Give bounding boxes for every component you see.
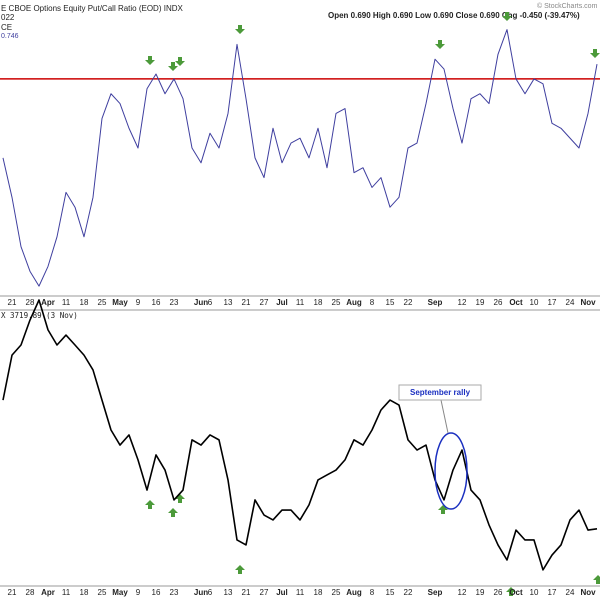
x-tick-label: 15: [386, 588, 395, 597]
x-tick-label: 16: [152, 298, 161, 307]
x-tick-label: 24: [566, 298, 575, 307]
legend-label: CE: [1, 23, 12, 32]
x-tick-label: 23: [170, 588, 179, 597]
x-tick-label: 22: [404, 298, 413, 307]
x-tick-label: Jun: [194, 588, 208, 597]
x-tick-label: Apr: [41, 588, 55, 597]
x-tick-label: Jun: [194, 298, 208, 307]
x-tick-label: 25: [98, 298, 107, 307]
x-tick-label: 25: [332, 588, 341, 597]
x-tick-label: 22: [404, 588, 413, 597]
x-tick-label: 11: [296, 588, 305, 597]
x-tick-label: 21: [8, 588, 17, 597]
up-arrow: [593, 575, 600, 584]
chart-title: E CBOE Options Equity Put/Call Ratio (EO…: [1, 4, 184, 13]
x-tick-label: 11: [62, 298, 71, 307]
annotation-connector: [440, 399, 449, 434]
data-line: [2, 299, 598, 571]
x-tick-label: 21: [8, 298, 17, 307]
x-tick-label: 8: [370, 588, 375, 597]
x-tick-label: 18: [80, 298, 89, 307]
down-arrow: [502, 12, 512, 21]
x-tick-label: 23: [170, 298, 179, 307]
x-tick-label: Nov: [580, 298, 596, 307]
x-tick-label: 19: [476, 298, 485, 307]
x-tick-label: 17: [548, 298, 557, 307]
down-arrow: [175, 57, 185, 66]
x-tick-label: 16: [152, 588, 161, 597]
annotation: September rally: [410, 388, 471, 397]
annotation-box: [398, 384, 482, 401]
x-tick-label: 27: [260, 298, 269, 307]
x-tick-label: 21: [242, 298, 251, 307]
x-tick-label: 10: [530, 298, 539, 307]
x-tick-label: Sep: [428, 588, 443, 597]
x-tick-label: 18: [80, 588, 89, 597]
x-tick-label: 26: [494, 298, 503, 307]
x-tick-label: Oct: [509, 298, 523, 307]
x-tick-label: 9: [136, 588, 141, 597]
legend-label: X 3719.89 (3 Nov): [1, 311, 78, 320]
chart-subtitle: 022: [1, 13, 15, 22]
up-arrow: [438, 505, 448, 514]
x-tick-label: Apr: [41, 298, 55, 307]
down-arrow: [235, 25, 245, 34]
x-tick-label: 6: [208, 298, 213, 307]
x-tick-label: Sep: [428, 298, 443, 307]
x-tick-label: 12: [458, 298, 467, 307]
x-tick-label: 28: [26, 588, 35, 597]
x-tick-label: 10: [530, 588, 539, 597]
up-arrow: [168, 508, 178, 517]
x-tick-label: Jul: [276, 298, 288, 307]
x-tick-label: Oct: [509, 588, 523, 597]
legend-value: 0.746: [1, 33, 19, 40]
x-tick-label: 13: [224, 298, 233, 307]
up-arrow: [235, 565, 245, 574]
x-tick-label: 8: [370, 298, 375, 307]
x-tick-label: 28: [26, 298, 35, 307]
x-tick-label: Jul: [276, 588, 288, 597]
x-tick-label: 21: [242, 588, 251, 597]
x-tick-label: Aug: [346, 298, 362, 307]
x-tick-label: 13: [224, 588, 233, 597]
x-tick-label: 26: [494, 588, 503, 597]
down-arrow: [145, 56, 155, 65]
up-arrow: [175, 494, 185, 503]
x-tick-label: May: [112, 588, 128, 597]
x-tick-label: Aug: [346, 588, 362, 597]
down-arrow: [435, 40, 445, 49]
up-arrow: [145, 500, 155, 509]
x-tick-label: May: [112, 298, 128, 307]
x-tick-label: 9: [136, 298, 141, 307]
credit: © StockCharts.com: [537, 2, 598, 10]
x-tick-label: 6: [208, 588, 213, 597]
signal-arrows: [145, 12, 600, 596]
data-line: [2, 29, 598, 287]
x-tick-label: 25: [98, 588, 107, 597]
down-arrow: [168, 62, 178, 71]
x-tick-label: 11: [62, 588, 71, 597]
x-tick-label: Nov: [580, 588, 596, 597]
down-arrow: [590, 49, 600, 58]
x-tick-label: 12: [458, 588, 467, 597]
x-tick-label: 18: [314, 588, 323, 597]
x-tick-label: 24: [566, 588, 575, 597]
x-tick-label: 19: [476, 588, 485, 597]
highlight-ellipse: [434, 432, 468, 510]
up-arrow: [506, 587, 516, 596]
quote: Open 0.690 High 0.690 Low 0.690 Close 0.…: [328, 11, 580, 20]
x-tick-label: 27: [260, 588, 269, 597]
x-tick-label: 17: [548, 588, 557, 597]
x-tick-label: 11: [296, 298, 305, 307]
x-tick-label: 25: [332, 298, 341, 307]
x-tick-label: 18: [314, 298, 323, 307]
x-tick-label: 15: [386, 298, 395, 307]
